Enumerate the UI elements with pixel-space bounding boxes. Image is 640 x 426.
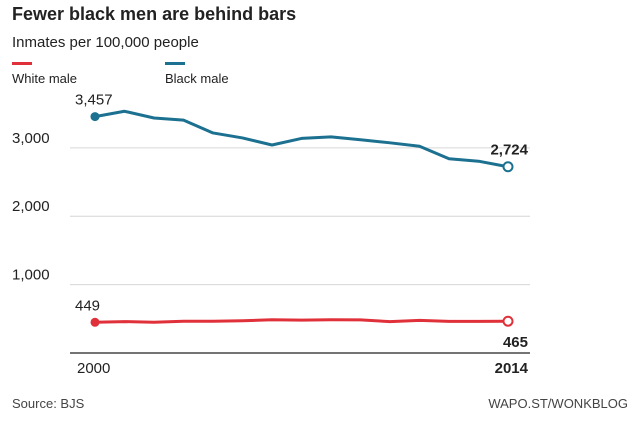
y-tick-label: 3,000 <box>12 130 50 147</box>
series-end-label: 465 <box>503 334 528 351</box>
credit-note: WAPO.ST/WONKBLOG <box>488 396 628 411</box>
chart-subtitle: Inmates per 100,000 people <box>12 34 199 51</box>
series-start-label: 449 <box>75 297 100 314</box>
series-end-point <box>502 315 514 327</box>
series-line <box>94 318 509 324</box>
legend-swatch-black-male <box>165 62 185 65</box>
legend-item-black-male: Black male <box>165 62 229 86</box>
legend-swatch-white-male <box>12 62 32 65</box>
chart-title: Fewer black men are behind bars <box>12 4 297 24</box>
series-end-label: 2,724 <box>490 142 528 159</box>
legend-label-black-male: Black male <box>165 71 229 86</box>
legend-item-white-male: White male <box>12 62 77 86</box>
x-tick-label: 2014 <box>495 360 529 377</box>
series-line <box>94 109 509 169</box>
series-start-label: 3,457 <box>75 92 113 109</box>
legend-label-white-male: White male <box>12 71 78 86</box>
series-start-point <box>90 317 100 327</box>
y-tick-label: 2,000 <box>12 198 50 215</box>
series-end-point <box>502 161 514 173</box>
series-start-point <box>90 112 100 122</box>
source-note: Source: BJS <box>12 396 85 411</box>
y-tick-label: 1,000 <box>12 267 50 284</box>
x-tick-label: 2000 <box>77 360 110 377</box>
